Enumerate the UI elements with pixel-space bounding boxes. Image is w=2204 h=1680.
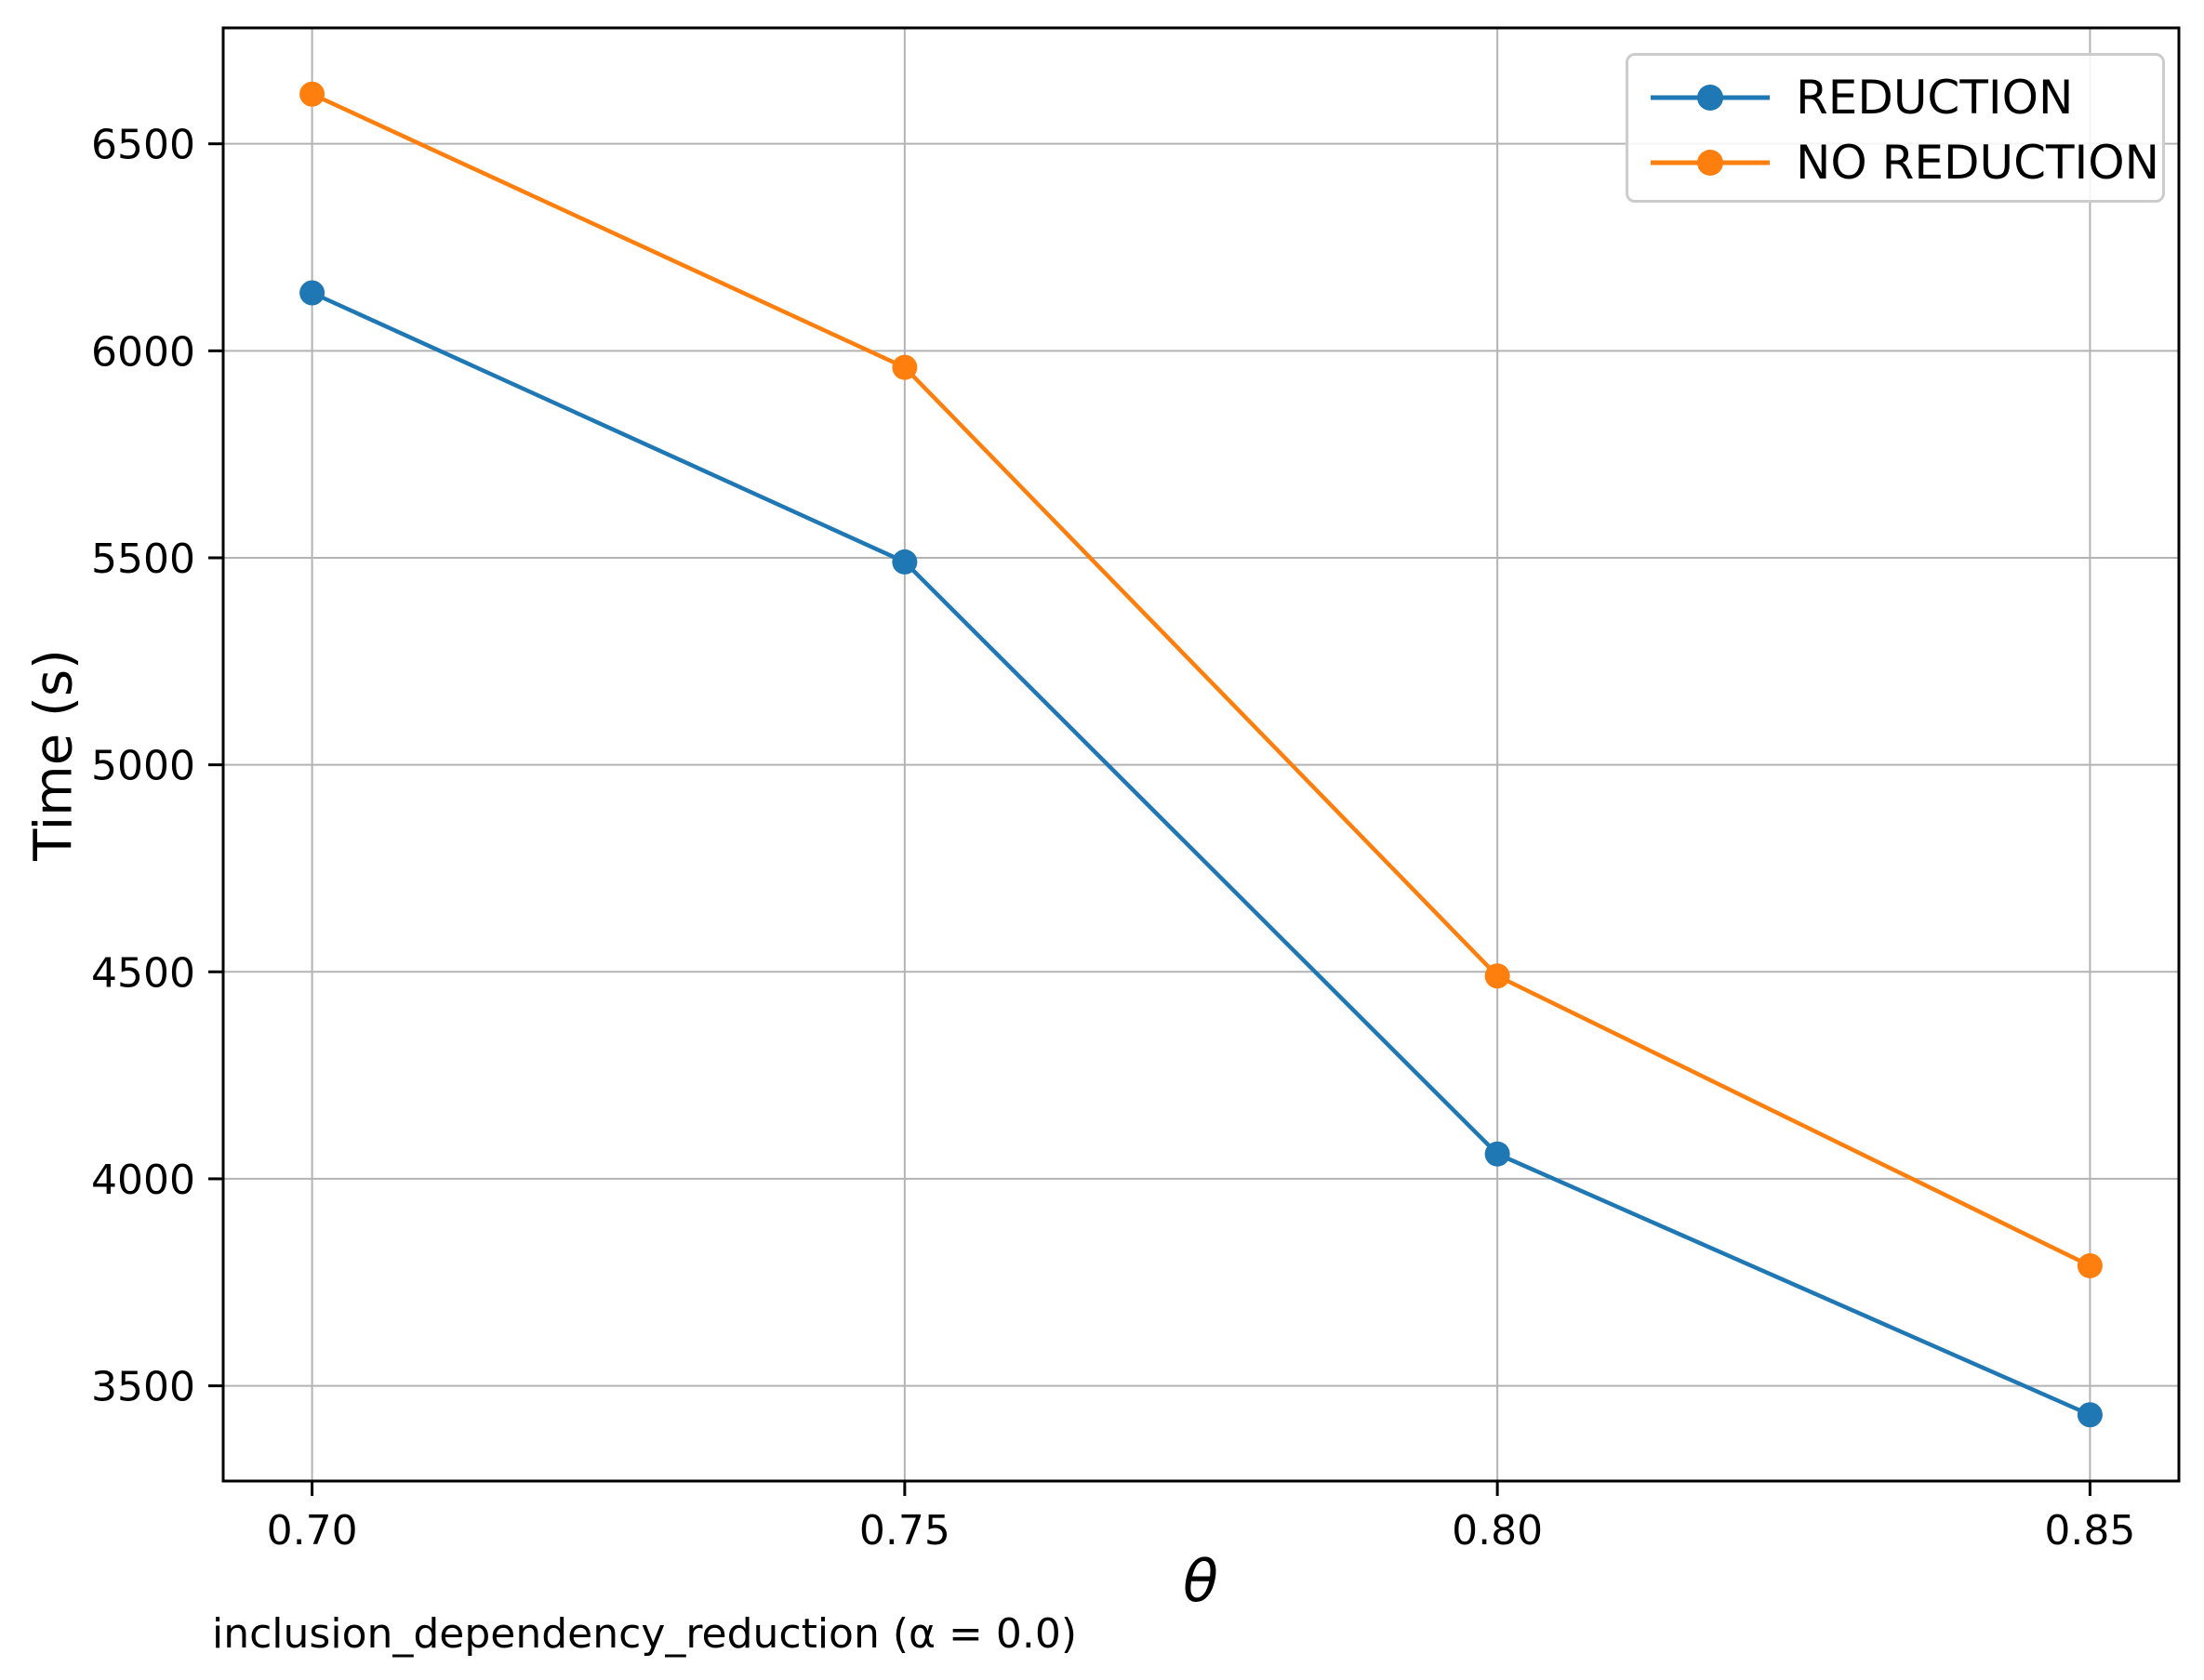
y-tick-label: 4500	[91, 949, 195, 997]
y-tick-label: 6500	[91, 122, 195, 169]
chart-caption: inclusion_dependency_reduction (α = 0.0)	[212, 1610, 1077, 1658]
legend-line-sample	[1651, 85, 1770, 111]
y-tick-label: 5500	[91, 536, 195, 583]
legend-label: REDUCTION	[1796, 71, 2074, 125]
legend-item-reduction: REDUCTION	[1645, 65, 2162, 130]
series-line-no-reduction	[310, 91, 2092, 1268]
y-tick-label: 5000	[91, 743, 195, 790]
y-tick-label: 6000	[91, 328, 195, 376]
data-point-no-reduction	[299, 81, 325, 107]
x-axis-label: θ	[1183, 1547, 1218, 1615]
data-point-reduction	[299, 280, 325, 306]
data-point-no-reduction	[1484, 963, 1510, 989]
data-point-no-reduction	[892, 354, 918, 380]
y-tick-label: 4000	[91, 1157, 195, 1204]
legend-item-no-reduction: NO REDUCTION	[1645, 130, 2162, 195]
legend-line-sample	[1651, 150, 1770, 176]
data-point-reduction	[1484, 1141, 1510, 1167]
x-tick-label: 0.80	[1452, 1507, 1543, 1554]
x-tick-label: 0.75	[859, 1507, 950, 1554]
series-line-reduction	[310, 290, 2092, 1418]
x-tick-label: 0.85	[2044, 1507, 2135, 1554]
y-tick-label: 3500	[91, 1364, 195, 1411]
data-point-no-reduction	[2077, 1252, 2103, 1278]
data-point-reduction	[2077, 1402, 2103, 1428]
y-axis-label: Time (s)	[23, 649, 85, 861]
axes-spines	[221, 26, 2181, 1483]
legend: REDUCTION NO REDUCTION	[1626, 53, 2165, 203]
legend-label: NO REDUCTION	[1796, 136, 2160, 190]
data-point-reduction	[892, 549, 918, 575]
x-tick-label: 0.70	[267, 1507, 358, 1554]
